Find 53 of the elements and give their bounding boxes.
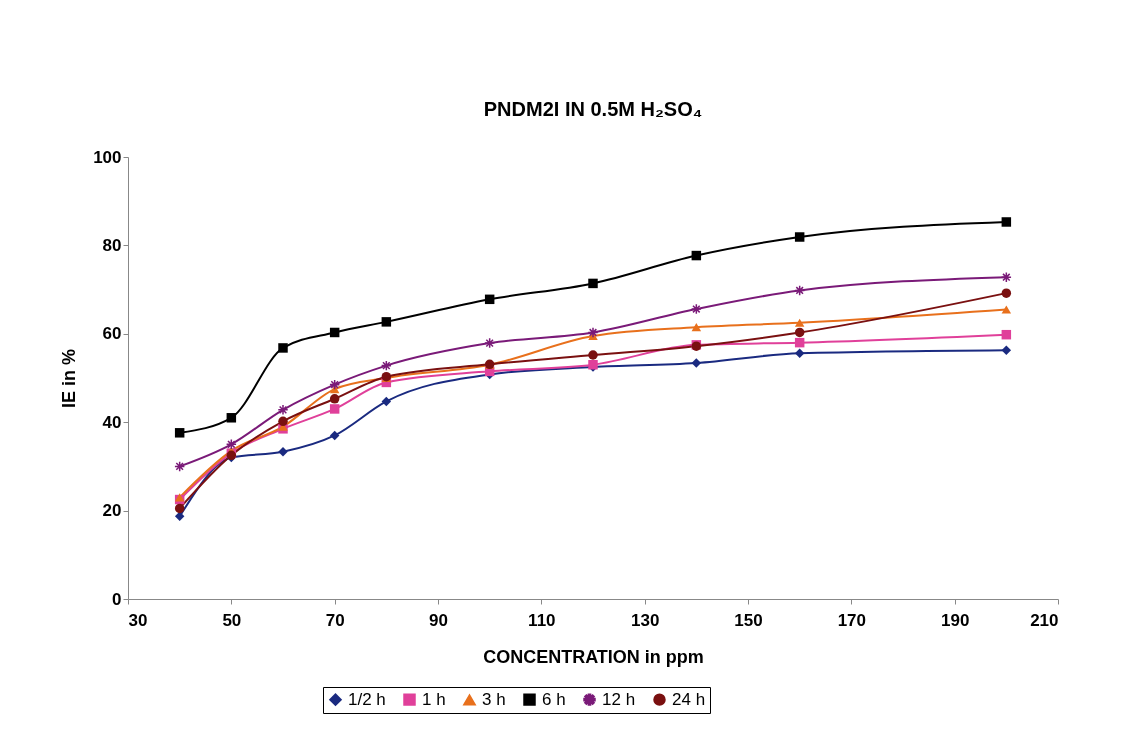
legend-label: 6 h [542,689,566,709]
point [1001,329,1012,340]
point [278,416,288,427]
x-tick-label: 170 [837,610,867,630]
y-tick-label: 100 [93,147,122,167]
x-tick-label: 30 [128,610,148,630]
point [329,404,340,414]
x-tick-label: 190 [940,610,970,630]
point [174,503,185,514]
point [691,250,702,261]
legend-label: 12 h [602,689,636,709]
point [794,327,805,338]
x-tick-label: 70 [325,610,345,630]
y-axis-title: IE in % [59,348,80,409]
point [381,317,392,327]
point [484,294,495,305]
x-tick-label: 130 [630,610,660,630]
point [226,413,237,423]
x-tick-label: 90 [429,610,448,630]
point [588,350,598,360]
point [329,327,340,338]
point [278,343,288,353]
legend-label: 3 h [482,689,506,709]
y-tick-label: 60 [102,324,122,344]
x-tick-label: 210 [1030,610,1059,630]
point [794,348,805,358]
point [691,323,702,332]
y-tick-label: 0 [112,589,122,609]
y-tick-label: 80 [102,235,122,255]
point [278,405,288,415]
point [174,428,185,438]
point [794,337,805,348]
point [1001,305,1012,314]
x-tick-label: 150 [734,610,763,630]
point [1001,288,1012,298]
point [1001,217,1012,227]
point [794,232,805,242]
x-axis-title: CONCENTRATION in ppm [483,646,704,667]
point [588,278,598,289]
point [691,358,702,368]
point [1001,345,1012,355]
y-tick-label: 20 [102,501,122,521]
legend-label: 1 h [422,689,446,709]
chart-title: PNDM2I IN 0.5M H₂SO₄ [483,98,703,120]
legend-label: 1/2 h [348,689,386,709]
point [794,318,805,327]
x-tick-label: 50 [222,610,242,630]
x-tick-label: 110 [528,610,556,630]
point [381,396,392,407]
legend-label: 24 h [672,689,706,709]
y-tick-label: 40 [102,412,122,432]
point [329,394,340,404]
point [329,430,340,441]
